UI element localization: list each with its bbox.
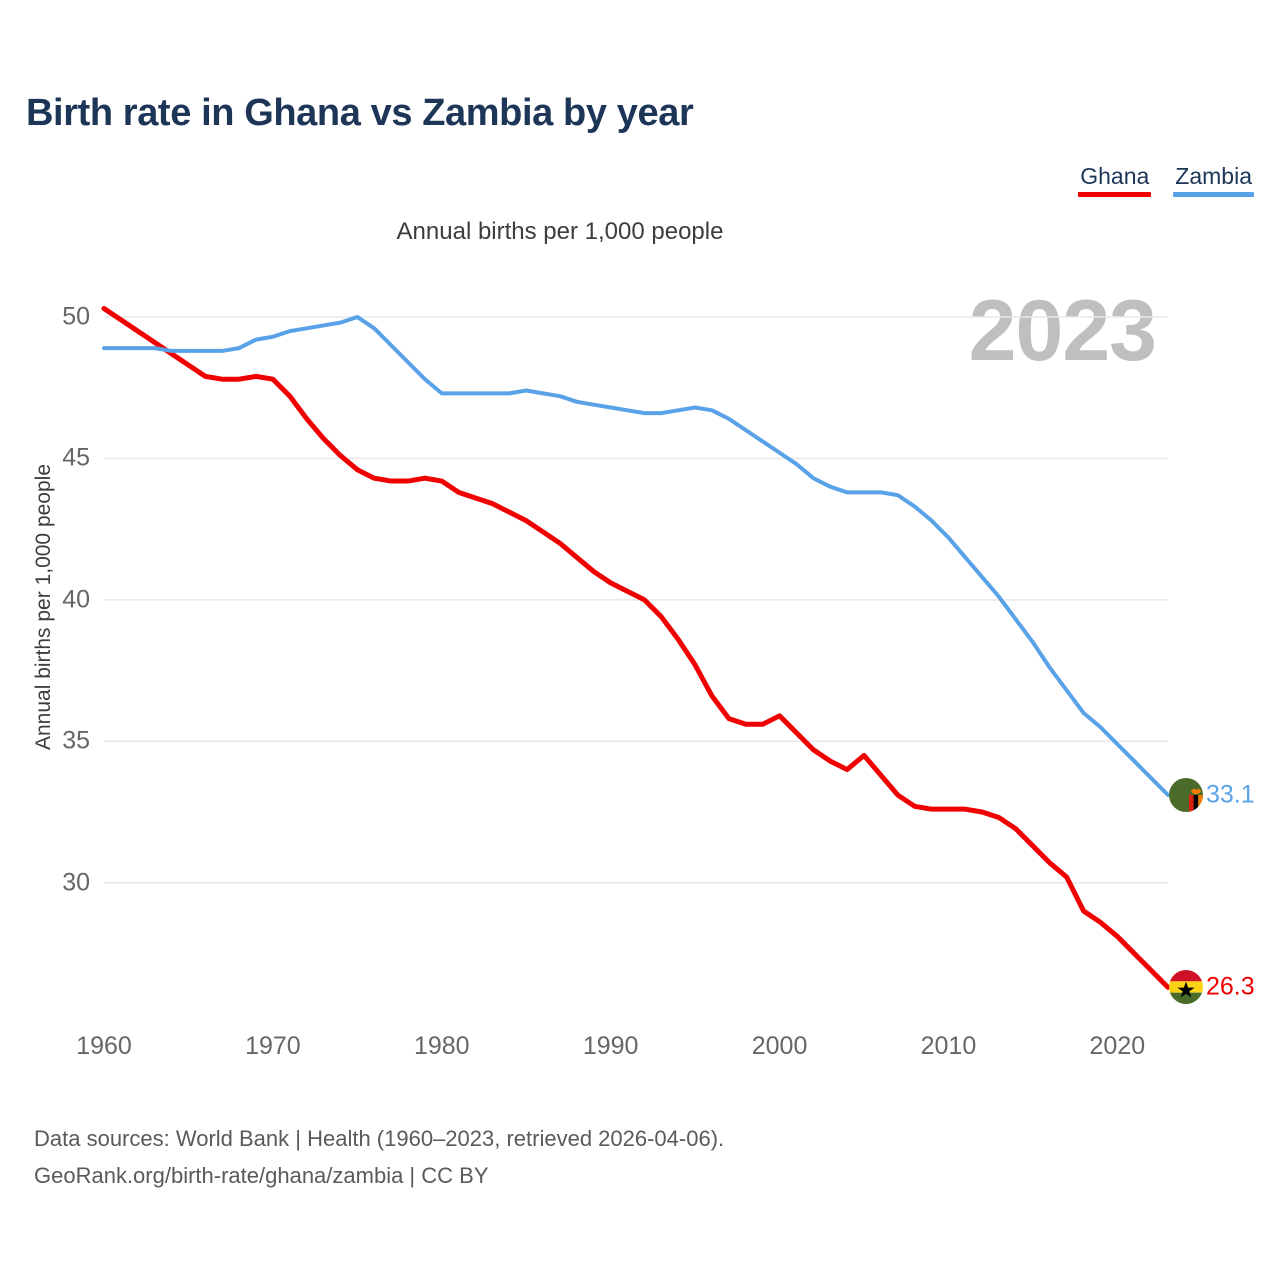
legend-swatch-ghana	[1078, 192, 1152, 197]
footer-line-1: Data sources: World Bank | Health (1960–…	[34, 1126, 725, 1151]
legend-item-zambia[interactable]: Zambia	[1173, 163, 1254, 197]
legend-label-ghana: Ghana	[1080, 163, 1150, 189]
x-axis-tick-label: 1990	[582, 1032, 639, 1060]
x-axis-tick-label: 1980	[413, 1032, 470, 1060]
x-axis-tick-label: 2000	[751, 1032, 808, 1060]
y-axis-tick-label: 30	[62, 868, 90, 897]
footer-line-2: GeoRank.org/birth-rate/ghana/zambia | CC…	[34, 1163, 489, 1188]
legend-swatch-zambia	[1173, 192, 1254, 197]
chart-subtitle: Annual births per 1,000 people	[396, 218, 724, 245]
series-line-ghana	[101, 305, 1171, 990]
legend-label-zambia: Zambia	[1175, 163, 1252, 189]
end-value-label-ghana: 26.3	[1206, 972, 1255, 1001]
page-title: Birth rate in Ghana vs Zambia by year	[26, 92, 694, 134]
flag-icon-ghana	[1169, 970, 1203, 1005]
legend: Ghana Zambia	[1078, 163, 1254, 197]
x-axis-tick-label: 1970	[245, 1032, 301, 1060]
x-axis-tick-label: 1960	[76, 1032, 132, 1060]
watermark-year: 2023	[968, 283, 1157, 379]
y-axis-tick-label: 45	[62, 443, 90, 472]
y-axis-ticks: 30 35 40 45 50	[22, 0, 90, 1280]
y-axis-tick-label: 40	[62, 585, 90, 614]
end-value-label-zambia: 33.1	[1206, 780, 1255, 809]
legend-item-ghana[interactable]: Ghana	[1078, 163, 1152, 197]
footer-credits: Data sources: World Bank | Health (1960–…	[34, 1120, 724, 1194]
y-axis-tick-label: 35	[62, 726, 90, 755]
series-line-zambia	[102, 314, 1170, 798]
x-axis-tick-label: 2020	[1089, 1032, 1146, 1060]
flag-icon-zambia	[1169, 778, 1203, 813]
x-axis-tick-label: 2010	[920, 1032, 977, 1060]
y-axis-tick-label: 50	[62, 302, 90, 331]
